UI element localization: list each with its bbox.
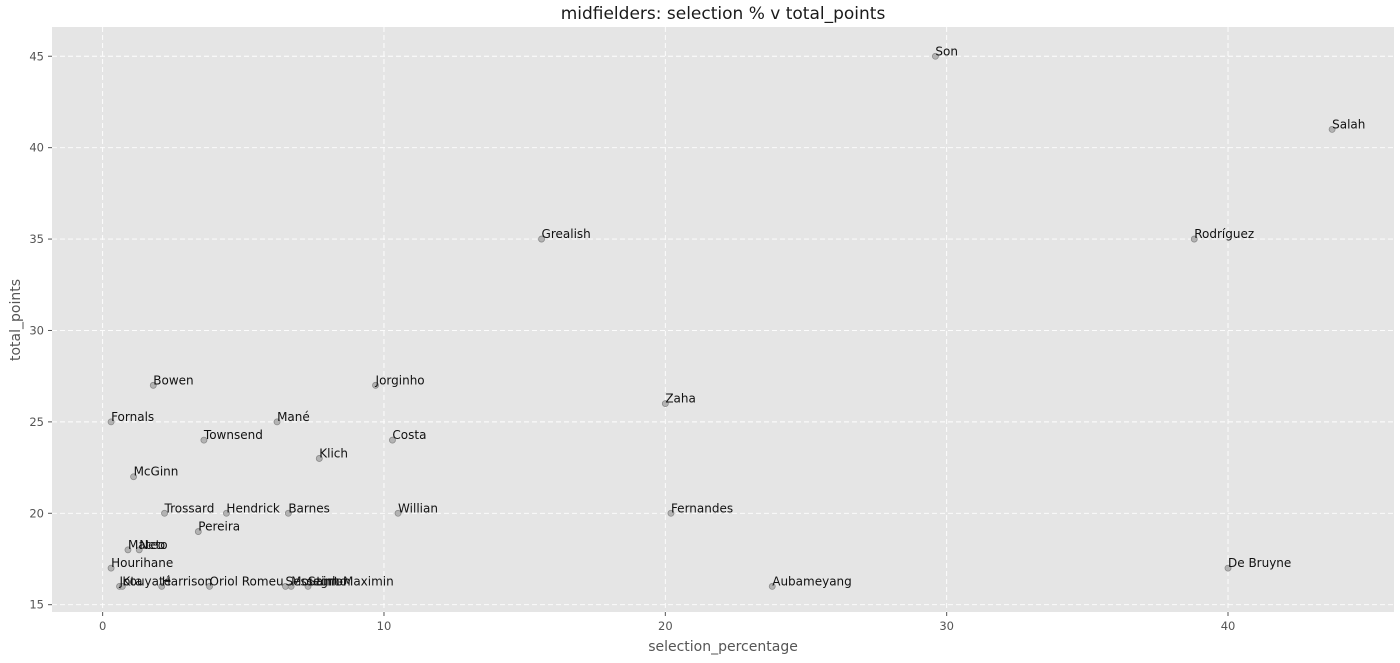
point-labels: Son Salah Grealish Rodríguez Bowen Jorginho Za…: [111, 44, 1365, 588]
point-label: Fornals: [111, 410, 154, 424]
data-point: [223, 509, 230, 517]
data-point: [273, 418, 281, 426]
point-label: Pereira: [198, 520, 240, 534]
chart-title: midfielders: selection % v total_points: [561, 4, 886, 24]
data-point: [538, 235, 545, 243]
point-label: Trossard: [164, 501, 215, 515]
point-label: Harrison: [162, 574, 213, 588]
data-point: [107, 564, 115, 572]
data-point: [304, 583, 312, 590]
point-label: Barnes: [288, 501, 330, 515]
data-point: [1328, 125, 1336, 133]
y-tick-label: 45: [29, 49, 44, 63]
point-label: Sessegnon: [286, 574, 351, 588]
plot-background: [52, 27, 1394, 612]
point-label: Zaha: [665, 392, 696, 406]
point-label: McGinn: [134, 465, 179, 479]
data-point: [372, 381, 379, 389]
point-label: Rodríguez: [1194, 227, 1254, 241]
data-point: [206, 583, 213, 590]
data-point: [661, 400, 669, 407]
point-label: Mané: [277, 410, 310, 424]
data-point: [287, 583, 295, 590]
y-tick-label: 25: [29, 415, 44, 429]
data-points: [107, 52, 1336, 590]
x-axis-label: selection_percentage: [648, 639, 798, 655]
data-point: [135, 546, 143, 554]
point-label: Jota: [119, 574, 143, 588]
x-tick-label: 20: [658, 619, 673, 633]
data-point: [161, 509, 168, 517]
point-label: De Bruyne: [1228, 556, 1291, 570]
point-label: Hourihane: [111, 556, 173, 570]
data-point: [118, 583, 126, 590]
data-point: [768, 583, 776, 590]
x-tick-label: 40: [1221, 619, 1236, 633]
point-label: Hendrick: [226, 501, 279, 515]
point-label: Grealish: [542, 227, 591, 241]
data-point: [1190, 235, 1198, 243]
y-tick-label: 30: [29, 323, 44, 337]
point-label: Oriol Romeu: [210, 574, 284, 588]
data-point: [1224, 564, 1232, 572]
grid: [52, 27, 1394, 612]
data-point: [107, 418, 115, 426]
point-label: Moutinho: [291, 574, 347, 588]
point-label: Willian: [398, 501, 438, 515]
data-point: [194, 528, 202, 535]
point-label: Salah: [1332, 117, 1365, 131]
data-point: [200, 436, 208, 444]
point-label: Saint-Maximin: [308, 574, 394, 588]
data-point: [315, 455, 323, 462]
point-label: Costa: [392, 428, 426, 442]
point-label: Mateo: [128, 538, 165, 552]
point-label: Bowen: [153, 373, 193, 387]
axis-ticks: 0 10 20 30 40 15 20 25 30 35 40 45: [29, 49, 1235, 633]
point-label: Klich: [319, 446, 348, 460]
data-point: [667, 509, 675, 517]
y-tick-label: 20: [29, 506, 44, 520]
point-label: Fernandes: [671, 501, 733, 515]
point-label: Neto: [139, 538, 167, 552]
y-axis-label: total_points: [8, 279, 24, 361]
x-tick-label: 10: [377, 619, 392, 633]
data-point: [124, 546, 132, 554]
point-label: Jorginho: [375, 373, 425, 387]
point-label: Kouyaté: [122, 574, 171, 588]
data-point: [932, 52, 939, 60]
x-tick-label: 0: [99, 619, 106, 633]
y-tick-label: 35: [29, 232, 44, 246]
data-point: [149, 381, 157, 389]
point-label: Townsend: [203, 428, 263, 442]
data-point: [284, 509, 292, 517]
data-point: [394, 509, 402, 517]
y-tick-label: 40: [29, 141, 44, 155]
data-point: [158, 583, 166, 590]
data-point: [130, 473, 137, 481]
point-label: Aubameyang: [772, 574, 852, 588]
point-label: Son: [935, 44, 958, 58]
x-tick-label: 30: [939, 619, 954, 633]
data-point: [389, 436, 396, 444]
y-tick-label: 15: [29, 598, 44, 612]
